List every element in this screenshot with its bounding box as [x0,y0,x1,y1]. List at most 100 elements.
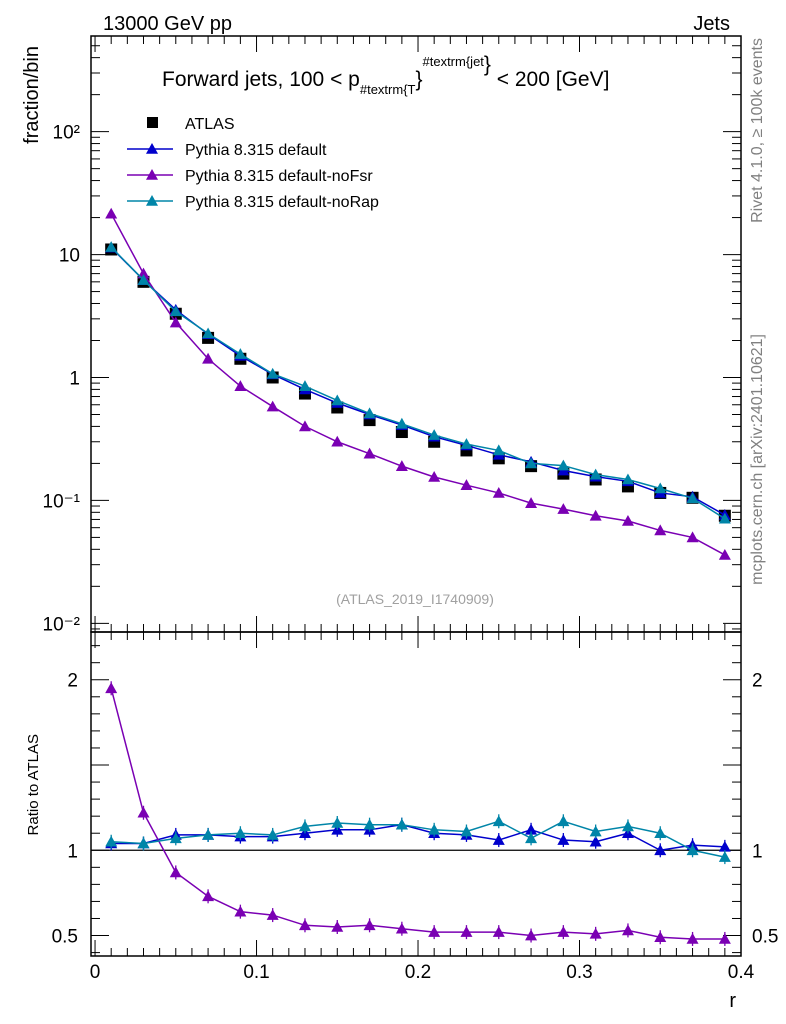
ratio-y-axis-label: Ratio to ATLAS [25,734,42,835]
ratio-y-tick-label: 0.5 [52,927,78,948]
axis-tick-labels: 0 0.1 0.2 0.3 0.4 10⁻² 10⁻¹ 1 10 10² 0.5 0.5 1 1 2 2 [43,123,779,983]
title-brace-1: } [415,68,422,91]
ratio-series-line [110,688,725,940]
ratio-series-marker [428,823,441,835]
legend-label-atlas: ATLAS [185,116,235,133]
ratio-series-marker [363,818,376,830]
header-left-label: 13000 GeV pp [103,13,232,35]
ratio-y-tick-label-right: 1 [752,841,763,862]
series-marker [492,444,505,456]
x-tick-label: 0.3 [566,962,592,983]
legend-marker-atlas [147,117,158,128]
rivet-version-label: Rivet 4.1.0, ≥ 100k events [749,38,766,223]
ratio-y-tick-label: 2 [67,671,78,692]
x-tick-label: 0.4 [728,962,755,983]
series-marker [395,417,408,429]
series-marker [169,305,182,317]
title-subscript: #textrm{T [360,82,416,97]
series-marker [718,548,731,560]
series-marker [589,509,602,521]
x-axis-label: r [729,990,736,1012]
ratio-series-marker [654,844,667,856]
series-marker [105,207,118,219]
ratio-series-marker [331,921,344,932]
series-marker [654,524,667,536]
ratio-series-marker [654,827,667,839]
title-superscript: #textrm{jet [423,54,485,69]
series-marker [331,394,344,406]
ratio-series-marker [525,823,538,835]
series-marker [234,348,247,359]
ratio-plot-series [105,681,731,946]
series-marker [298,380,311,391]
x-tick-label: 0 [90,962,101,983]
series-marker [621,473,634,485]
series-marker [266,400,279,412]
series-marker [202,352,215,364]
legend: ATLAS Pythia 8.315 default Pythia 8.315 … [127,116,379,211]
legend-marker-norap [146,195,158,206]
ratio-series-marker [363,919,376,931]
x-tick-label: 0.2 [405,962,431,983]
ratio-series-marker [137,837,150,849]
series-marker [460,479,473,490]
ratio-series-marker [557,926,570,937]
main-y-tick-label: 10 [59,246,80,267]
main-y-tick-label: 10⁻¹ [43,491,81,512]
ratio-series-marker [589,835,602,847]
ratio-series-marker [395,922,408,934]
ratio-series-marker [621,820,634,832]
ratio-series-marker [686,932,699,944]
ratio-series-marker [428,926,441,937]
analysis-watermark: (ATLAS_2019_I1740909) [336,591,494,607]
ratio-series-marker [169,866,182,878]
ratio-series-marker [169,832,182,844]
ratio-series-marker [654,931,667,943]
ratio-series-marker [395,818,408,830]
ratio-series-marker [718,851,731,862]
ratio-series-marker [266,828,279,840]
series-marker [654,482,667,494]
series-marker [395,460,408,471]
ratio-series-marker [525,929,538,941]
ratio-series-marker [525,832,538,844]
series-marker [363,447,376,459]
ratio-series-marker [266,909,279,920]
ratio-series-marker [234,827,247,839]
ratio-series-marker [718,932,731,944]
ratio-series-marker [621,924,634,936]
series-marker [621,514,634,526]
ratio-series-marker [234,905,247,917]
series-marker [331,435,344,447]
series-marker [460,438,473,449]
series-marker [557,459,570,471]
mcplots-label: mcplots.cern.ch [arXiv:2401.10621] [749,334,766,585]
title-prefix: Forward jets, 100 < p [162,68,360,91]
ratio-series-marker [589,927,602,939]
ratio-y-tick-label-right: 2 [752,671,763,692]
ratio-series-marker [718,840,731,852]
series-marker [137,267,150,279]
ratio-y-tick-label-right: 0.5 [752,927,778,948]
ratio-series-marker [557,815,570,827]
series-marker [137,274,150,285]
main-plot-series [105,207,731,560]
main-y-tick-label: 10⁻² [43,614,81,635]
title-brace-2: } [484,53,491,76]
legend-label-norap: Pythia 8.315 default-noRap [185,194,379,211]
legend-marker-nofsr [146,169,158,180]
main-plot-title: Forward jets, 100 < p#textrm{T}#textrm{j… [162,53,609,97]
series-marker [525,457,538,469]
series-marker [525,497,538,508]
legend-label-nofsr: Pythia 8.315 default-noFsr [185,168,373,185]
series-line [110,247,726,516]
ratio-series-marker [298,919,311,931]
ratio-series-marker [492,815,505,827]
ratio-series-marker [492,834,505,845]
title-suffix: < 200 [GeV] [491,68,610,91]
series-line [110,213,726,556]
main-y-axis-label: fraction/bin [21,46,43,144]
series-marker [686,531,699,543]
main-y-tick-label: 10² [53,123,80,144]
